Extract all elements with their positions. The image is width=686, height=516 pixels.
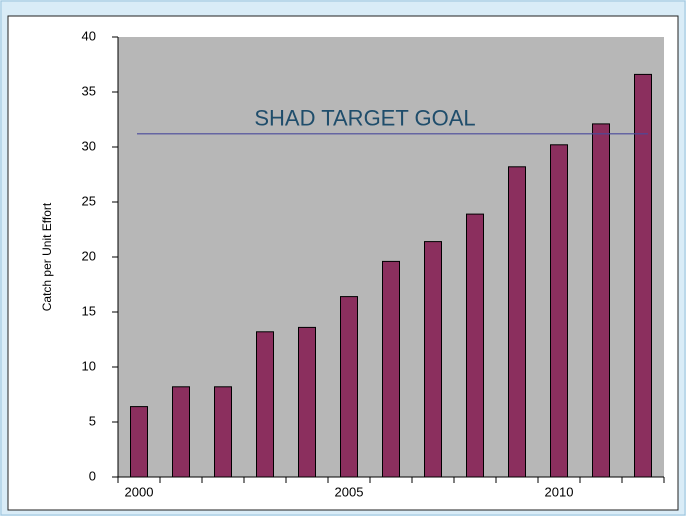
bar <box>550 144 568 478</box>
y-tick-label: 40 <box>82 28 96 43</box>
x-tick-label: 2000 <box>125 484 154 499</box>
bar <box>634 73 652 478</box>
bar <box>130 406 148 478</box>
bar <box>172 386 190 478</box>
x-tick-label: 2010 <box>545 484 574 499</box>
y-tick-label: 25 <box>82 193 96 208</box>
bar <box>382 260 400 478</box>
y-tick-label: 35 <box>82 83 96 98</box>
bar <box>508 166 526 478</box>
x-tick-label: 2005 <box>335 484 364 499</box>
bar <box>592 123 610 478</box>
bar <box>424 241 442 478</box>
y-tick-label: 20 <box>82 248 96 263</box>
y-tick-label: 5 <box>89 413 96 428</box>
y-tick-label: 0 <box>89 468 96 483</box>
y-axis-label: Catch per Unit Effort <box>40 202 54 311</box>
target-label: SHAD TARGET GOAL <box>254 106 475 131</box>
bar <box>298 326 316 478</box>
y-tick-label: 15 <box>82 303 96 318</box>
bar <box>340 296 358 478</box>
bar <box>256 331 274 478</box>
bar <box>466 213 484 478</box>
bar <box>214 386 232 478</box>
y-tick-label: 30 <box>82 138 96 153</box>
y-tick-label: 10 <box>82 358 96 373</box>
